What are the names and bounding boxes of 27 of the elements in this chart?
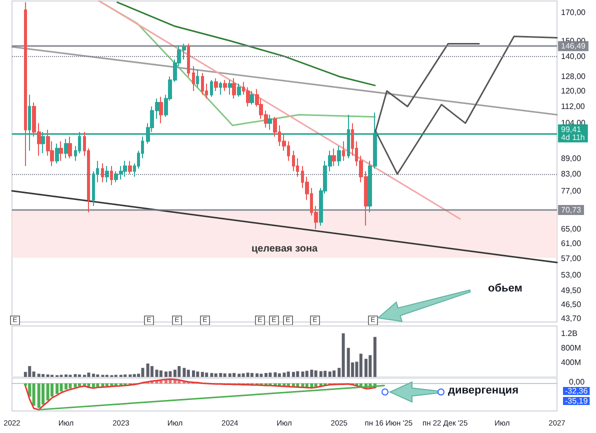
- text: 0,00: [569, 378, 586, 386]
- text: -32,36: [565, 386, 588, 396]
- ref-line-label: 99,41 4d 11h: [561, 124, 585, 142]
- y-tick-label: 77,00: [561, 186, 582, 196]
- annotation: дивергенция: [448, 384, 518, 396]
- y-tick-label: 140,00: [561, 52, 586, 61]
- y-tick-label: 800M: [561, 343, 582, 352]
- y-tick-label: 112,00: [561, 102, 586, 112]
- text: -35,19: [565, 396, 588, 406]
- y-tick-label: 61,00: [561, 238, 582, 248]
- y-tick-label: 128,00: [561, 72, 586, 81]
- y-tick-label: 400M: [561, 358, 582, 367]
- annotation: обьем: [488, 282, 522, 294]
- y-tick-label: 170,00: [561, 8, 586, 18]
- y-tick-label: 83,00: [561, 169, 582, 178]
- y-tick-label: 1.2B: [561, 328, 578, 338]
- y-tick-label: 89,00: [561, 154, 582, 163]
- y-tick-label: 43,70: [561, 314, 582, 323]
- y-tick-label: 53,00: [561, 270, 582, 280]
- y-tick-label: 65,00: [561, 224, 582, 234]
- y-tick-label: 49,50: [561, 286, 582, 295]
- ref-line-label: 146,49: [561, 42, 586, 51]
- y-tick-label: 120,00: [561, 86, 586, 96]
- y-tick-label: 57,00: [561, 254, 582, 264]
- ref-line-label: 70,73: [561, 205, 582, 214]
- y-tick-label: 46,50: [561, 300, 582, 309]
- band-label: целевая зона: [251, 243, 318, 254]
